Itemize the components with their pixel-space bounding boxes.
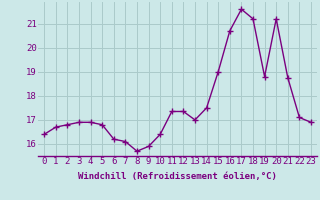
X-axis label: Windchill (Refroidissement éolien,°C): Windchill (Refroidissement éolien,°C)	[78, 172, 277, 181]
